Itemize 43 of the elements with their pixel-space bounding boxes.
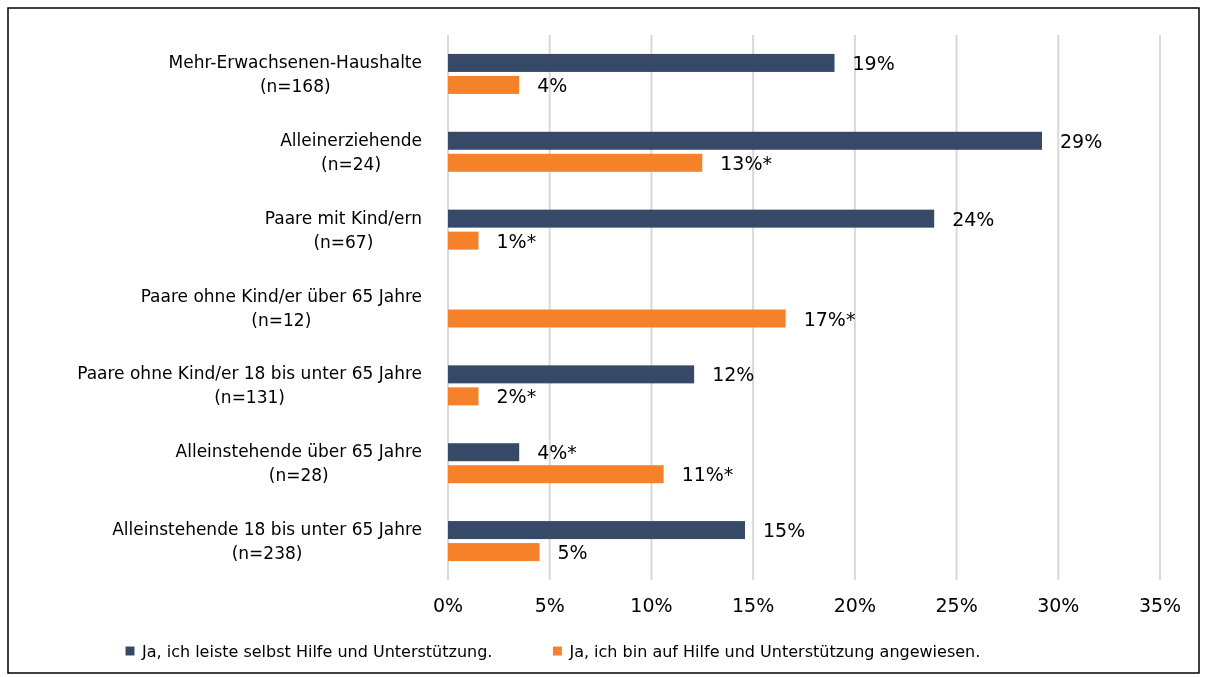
- x-tick-label: 5%: [534, 594, 565, 616]
- bar: [448, 543, 540, 562]
- x-tick-label: 25%: [935, 594, 978, 616]
- bar: [448, 75, 520, 94]
- bar: [448, 521, 746, 540]
- data-label: 19%: [852, 51, 895, 74]
- data-label: 5%: [557, 541, 588, 564]
- bar: [448, 153, 703, 172]
- data-label: 15%: [763, 519, 806, 542]
- y-tick-label: Mehr-Erwachsenen-Haushalte (n=168): [168, 51, 422, 96]
- data-label: 4%: [537, 73, 568, 96]
- legend-label: Ja, ich leiste selbst Hilfe und Unterstützung.: [141, 642, 493, 661]
- y-tick-label: Alleinstehende 18 bis unter 65 Jahre (n=238): [112, 519, 422, 564]
- bar: [448, 131, 1043, 150]
- bar: [448, 231, 479, 250]
- data-label: 11%*: [681, 463, 734, 486]
- bar: [448, 387, 479, 406]
- bar: [448, 309, 786, 328]
- x-tick-label: 10%: [630, 594, 673, 616]
- data-label: 2%*: [496, 385, 537, 408]
- y-tick-label: Paare ohne Kind/er 18 bis unter 65 Jahre (n=131): [77, 363, 422, 408]
- x-tick-label: 30%: [1037, 594, 1080, 616]
- data-label: 4%*: [537, 441, 577, 464]
- bar: [448, 53, 835, 72]
- data-label: 24%: [952, 207, 995, 230]
- bar: [448, 443, 520, 462]
- bar: [448, 465, 664, 484]
- legend-label: Ja, ich bin auf Hilfe und Unterstützung angewiesen.: [568, 642, 981, 661]
- x-tick-label: 20%: [833, 594, 876, 616]
- data-label: 13%*: [720, 151, 773, 174]
- data-label: 1%*: [496, 229, 537, 252]
- data-label: 29%: [1060, 129, 1103, 152]
- y-tick-label: Alleinstehende über 65 Jahre (n=28): [175, 441, 422, 486]
- y-tick-label: Alleinerziehende (n=24): [280, 129, 422, 174]
- bar: [448, 365, 695, 384]
- y-tick-label: Paare mit Kind/ern (n=67): [264, 207, 422, 252]
- data-label: 17%*: [803, 307, 856, 330]
- bar: [448, 209, 935, 228]
- data-label: 12%: [712, 363, 755, 386]
- x-tick-label: 0%: [432, 594, 464, 616]
- x-tick-label: 35%: [1138, 594, 1182, 616]
- x-tick-label: 15%: [732, 594, 775, 616]
- y-tick-label: Paare ohne Kind/er über 65 Jahre (n=12): [140, 285, 422, 330]
